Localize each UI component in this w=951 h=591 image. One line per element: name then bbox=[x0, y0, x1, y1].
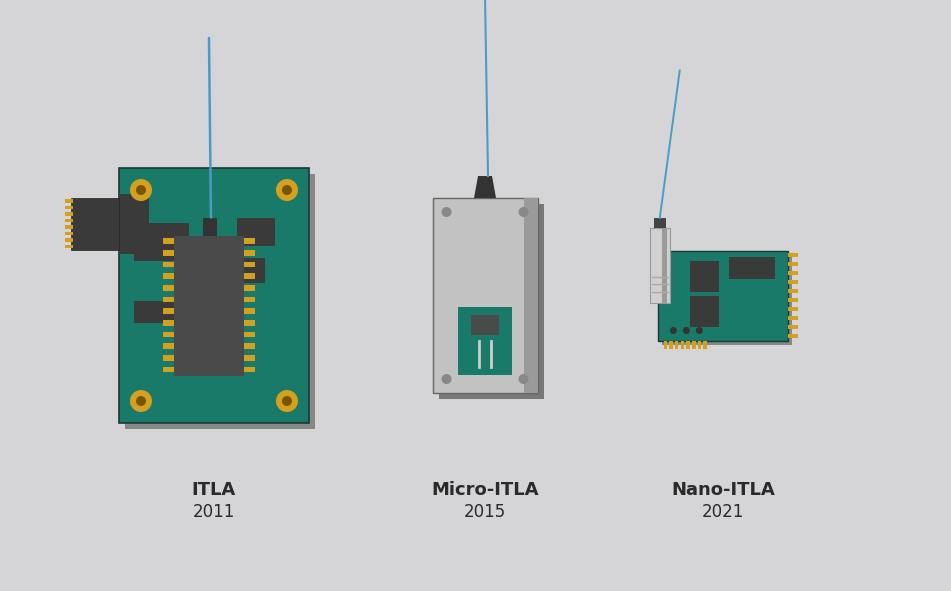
Bar bbox=[243, 285, 255, 291]
Bar bbox=[692, 340, 695, 349]
Circle shape bbox=[136, 396, 146, 406]
Bar bbox=[163, 250, 175, 255]
Bar bbox=[787, 316, 798, 320]
Bar bbox=[664, 340, 667, 349]
Polygon shape bbox=[474, 176, 496, 198]
Bar bbox=[787, 261, 798, 266]
Bar bbox=[787, 324, 798, 329]
Bar bbox=[163, 297, 175, 302]
Bar bbox=[65, 232, 73, 235]
Circle shape bbox=[282, 396, 292, 406]
Bar bbox=[243, 297, 255, 302]
Bar bbox=[243, 238, 255, 244]
Circle shape bbox=[518, 207, 529, 217]
Bar bbox=[524, 198, 537, 393]
Bar bbox=[787, 307, 798, 311]
Bar bbox=[704, 340, 707, 349]
Bar bbox=[163, 309, 175, 314]
Circle shape bbox=[136, 185, 146, 195]
Bar bbox=[65, 245, 73, 248]
Circle shape bbox=[683, 327, 689, 334]
Bar bbox=[658, 251, 787, 340]
Bar bbox=[787, 271, 798, 275]
Bar bbox=[214, 168, 309, 423]
Circle shape bbox=[696, 327, 703, 334]
Bar bbox=[662, 255, 792, 345]
Bar bbox=[163, 262, 175, 267]
Bar bbox=[650, 228, 670, 303]
Bar bbox=[243, 332, 255, 337]
Bar bbox=[687, 340, 689, 349]
Bar bbox=[243, 343, 255, 349]
Bar bbox=[698, 340, 701, 349]
Bar bbox=[787, 252, 798, 257]
Bar bbox=[65, 219, 73, 222]
Bar bbox=[243, 273, 255, 279]
Text: Nano-ITLA: Nano-ITLA bbox=[670, 481, 775, 499]
Bar bbox=[163, 273, 175, 279]
Bar bbox=[690, 261, 719, 292]
Bar bbox=[134, 301, 174, 323]
Text: 2015: 2015 bbox=[464, 503, 506, 521]
Circle shape bbox=[518, 374, 529, 384]
Circle shape bbox=[441, 207, 452, 217]
Bar bbox=[670, 340, 672, 349]
Bar bbox=[243, 320, 255, 326]
Bar bbox=[163, 343, 175, 349]
Bar bbox=[681, 340, 684, 349]
Bar bbox=[243, 262, 255, 267]
Bar bbox=[243, 366, 255, 372]
Bar bbox=[787, 333, 798, 338]
Bar bbox=[243, 309, 255, 314]
Bar bbox=[787, 297, 798, 302]
Bar bbox=[65, 238, 73, 242]
Bar bbox=[119, 194, 149, 254]
Bar bbox=[65, 225, 73, 229]
Bar bbox=[163, 320, 175, 326]
Bar bbox=[237, 258, 264, 283]
Circle shape bbox=[130, 390, 152, 412]
Bar bbox=[163, 366, 175, 372]
Circle shape bbox=[276, 179, 298, 201]
Bar bbox=[119, 168, 309, 423]
Bar bbox=[458, 307, 512, 375]
Bar bbox=[243, 355, 255, 361]
Circle shape bbox=[130, 179, 152, 201]
Bar bbox=[71, 198, 119, 250]
Bar bbox=[675, 340, 678, 349]
Bar bbox=[464, 198, 501, 393]
Bar bbox=[653, 218, 666, 228]
Bar bbox=[729, 256, 775, 278]
Circle shape bbox=[282, 185, 292, 195]
Bar bbox=[163, 238, 175, 244]
Bar bbox=[471, 315, 499, 335]
Bar bbox=[65, 206, 73, 209]
Bar bbox=[65, 199, 73, 203]
Bar bbox=[438, 204, 544, 399]
Bar bbox=[787, 280, 798, 284]
Bar bbox=[243, 250, 255, 255]
Circle shape bbox=[441, 374, 452, 384]
Bar bbox=[237, 218, 275, 246]
Bar bbox=[787, 288, 798, 293]
Bar bbox=[163, 355, 175, 361]
Bar bbox=[690, 296, 719, 327]
Circle shape bbox=[670, 327, 677, 334]
Bar bbox=[662, 228, 667, 303]
Bar bbox=[433, 198, 537, 393]
Bar bbox=[723, 251, 787, 340]
Bar bbox=[174, 235, 244, 375]
Bar bbox=[203, 217, 217, 235]
Text: ITLA: ITLA bbox=[192, 481, 236, 499]
Text: 2011: 2011 bbox=[193, 503, 235, 521]
Bar bbox=[125, 174, 315, 429]
Bar bbox=[65, 212, 73, 216]
Bar bbox=[163, 332, 175, 337]
Text: 2021: 2021 bbox=[702, 503, 744, 521]
Bar bbox=[163, 285, 175, 291]
Bar bbox=[134, 223, 189, 261]
Text: Micro-ITLA: Micro-ITLA bbox=[431, 481, 539, 499]
Circle shape bbox=[276, 390, 298, 412]
